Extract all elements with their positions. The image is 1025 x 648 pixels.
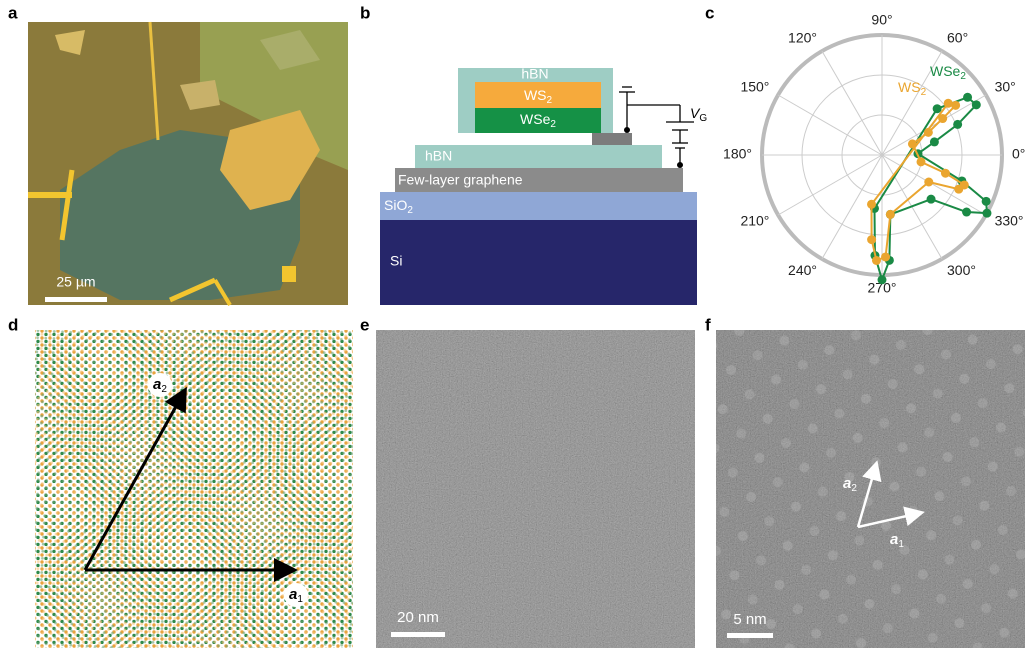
data-point <box>923 127 933 137</box>
data-point <box>867 199 877 209</box>
vector-label: a2 <box>843 475 857 494</box>
angle-label: 90° <box>871 12 892 28</box>
angle-label: 0° <box>1012 146 1025 162</box>
data-point <box>943 98 953 108</box>
spoke <box>777 154 883 216</box>
spoke <box>881 50 943 156</box>
panel-label: d <box>8 315 18 334</box>
polar-plot: 0° 30° 60° 90° 120° 150° 180° 210° 240° 270° 300° 3… <box>723 12 1025 296</box>
layer-label: SiO2 <box>384 197 413 216</box>
data-point <box>926 194 936 204</box>
data-point <box>959 180 969 190</box>
data-point <box>916 157 926 167</box>
layer-label: WS2 <box>524 87 553 106</box>
angle-label: 300° <box>947 262 976 278</box>
data-point <box>929 137 939 147</box>
angle-label: 330° <box>995 213 1024 229</box>
optical-image: 25 µm <box>28 21 348 307</box>
data-point <box>963 92 973 102</box>
data-point <box>881 252 891 262</box>
stem-image: a2 a1 5 nm <box>716 330 1025 648</box>
angle-label: 30° <box>995 79 1016 95</box>
angle-label: 120° <box>788 30 817 46</box>
spoke <box>881 94 987 156</box>
legend-label: WSe2 <box>930 63 966 82</box>
angle-label: 270° <box>868 280 897 296</box>
data-point <box>953 119 963 129</box>
legend-label: WS2 <box>898 79 927 98</box>
fit-line <box>870 102 966 262</box>
data-point <box>971 100 981 110</box>
angle-label: 150° <box>740 79 769 95</box>
spoke <box>821 154 883 260</box>
data-point <box>867 235 877 245</box>
data-point <box>982 208 992 218</box>
data-point <box>981 196 991 206</box>
data-point <box>907 139 917 149</box>
data-point <box>885 209 895 219</box>
layer-label: hBN <box>521 66 548 82</box>
panel-label: e <box>360 315 369 334</box>
spoke <box>821 50 883 156</box>
layer-label: Few-layer graphene <box>398 172 523 188</box>
layer-label: WSe2 <box>520 111 556 130</box>
moire-lattice: a2 a1 <box>35 330 353 648</box>
angle-label: 60° <box>947 30 968 46</box>
scale-bar-label: 5 nm <box>733 611 766 628</box>
spoke <box>881 154 987 216</box>
angle-label: 180° <box>723 146 752 162</box>
panel-label: c <box>705 3 714 22</box>
data-point <box>938 114 948 124</box>
data-point <box>962 207 972 217</box>
data-point <box>940 168 950 178</box>
panel-label: f <box>705 315 711 334</box>
data-point <box>871 255 881 265</box>
angle-label: 210° <box>740 213 769 229</box>
gate-label: VG <box>690 105 707 124</box>
panel-label: a <box>8 3 18 22</box>
vector-label: a2 <box>153 376 167 395</box>
data-point <box>877 275 887 285</box>
layer-label: hBN <box>425 148 452 164</box>
panel-label: b <box>360 3 370 22</box>
angle-label: 240° <box>788 262 817 278</box>
vector-label: a1 <box>289 586 303 605</box>
scale-bar-label: 20 nm <box>397 609 439 626</box>
data-point <box>951 100 961 110</box>
data-point <box>932 104 942 114</box>
spoke <box>777 94 883 156</box>
vector-label: a1 <box>890 531 904 550</box>
scale-bar-label: 25 µm <box>56 274 95 290</box>
device-schematic: hBN WS2 WSe2 hBN Few-layer graphene SiO2… <box>380 66 707 305</box>
stem-image: 20 nm <box>376 330 695 648</box>
data-point <box>924 177 934 187</box>
layer-label: Si <box>390 253 402 269</box>
